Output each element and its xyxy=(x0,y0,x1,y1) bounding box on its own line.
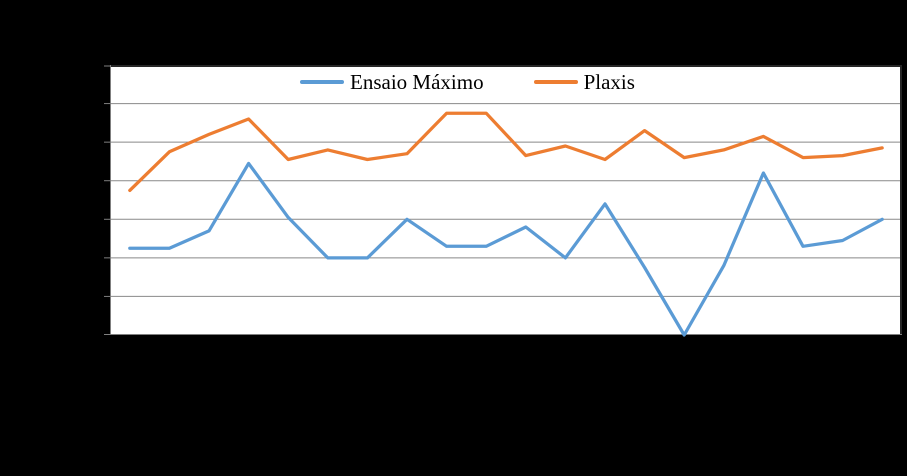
series-line-plaxis xyxy=(128,111,884,193)
legend-line-swatch-ensaio-maximo-icon xyxy=(300,80,344,84)
chart-canvas xyxy=(104,65,902,337)
legend-line-swatch-plaxis-icon xyxy=(533,80,578,84)
legend-label-plaxis: Plaxis xyxy=(583,70,635,94)
legend-item-plaxis: Plaxis xyxy=(533,69,635,95)
series-line-ensaio-maximo xyxy=(128,161,884,337)
legend-label-ensaio-maximo: Ensaio Máximo xyxy=(350,70,484,94)
chart-legend: Ensaio Máximo Plaxis xyxy=(300,67,635,97)
plot-area: Ensaio Máximo Plaxis xyxy=(104,65,902,337)
legend-item-ensaio-maximo: Ensaio Máximo xyxy=(300,69,484,95)
